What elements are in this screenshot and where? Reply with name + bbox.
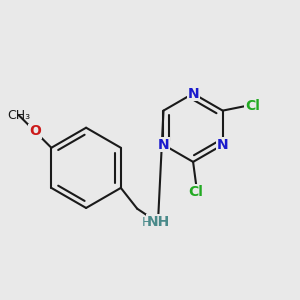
Text: O: O: [29, 124, 41, 138]
Text: H: H: [142, 216, 152, 229]
Text: N: N: [158, 138, 169, 152]
Text: Cl: Cl: [245, 99, 260, 113]
Text: N: N: [217, 138, 229, 152]
Text: Cl: Cl: [189, 184, 203, 199]
Text: NH: NH: [146, 215, 170, 229]
Text: CH₃: CH₃: [7, 109, 30, 122]
Text: N: N: [187, 86, 199, 100]
